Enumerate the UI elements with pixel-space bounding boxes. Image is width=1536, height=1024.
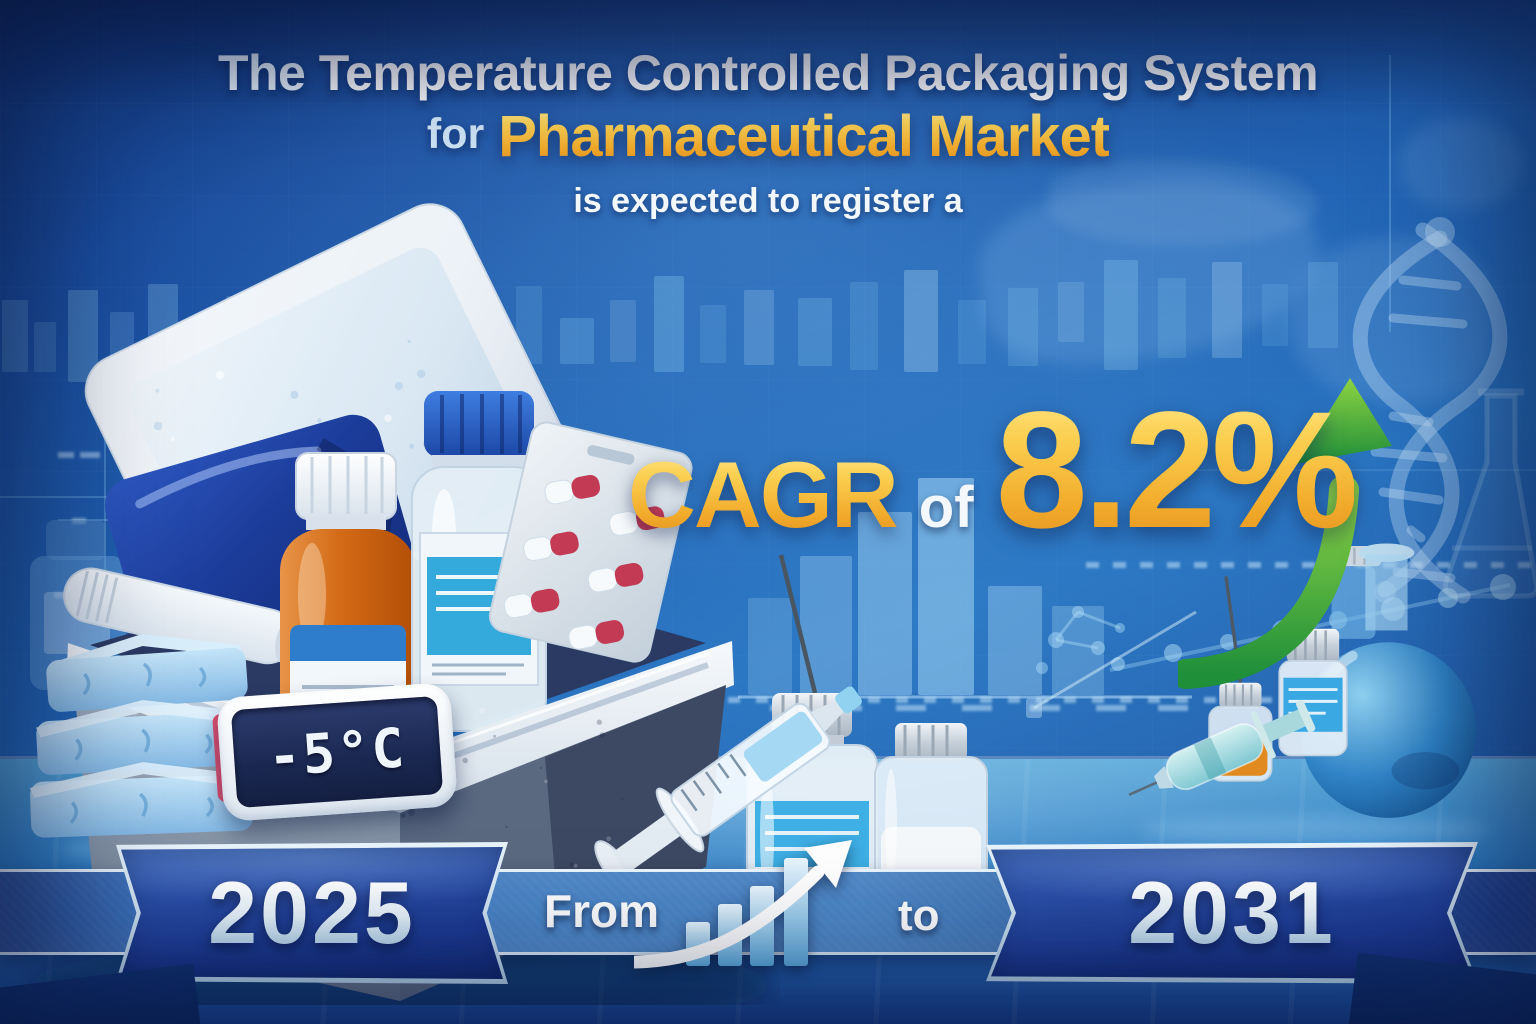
floor-reflection <box>1140 816 1490 844</box>
world-map-silhouette <box>1048 160 1318 245</box>
pill-blister-pack <box>488 421 693 663</box>
growth-arrow-icon <box>1178 378 1392 689</box>
flask-outline <box>1442 388 1536 599</box>
temperature-screen: -5°C <box>230 695 444 809</box>
ice-pack-stack <box>29 634 258 838</box>
year-ribbon-start: 2025 <box>116 842 508 984</box>
temperature-display: -5°C <box>212 681 459 823</box>
ice-pack <box>35 700 254 775</box>
world-map-silhouette <box>1288 238 1493 403</box>
needle <box>778 554 818 694</box>
teal-syringe <box>1128 700 1316 796</box>
temperature-value: -5°C <box>265 715 409 789</box>
cagr-label: CAGR <box>628 442 899 547</box>
poster-subtitle: is expected to register a <box>573 181 963 220</box>
growth-bars-icon <box>634 840 852 969</box>
poster-title: The Temperature Controlled Packaging Sys… <box>0 46 1536 219</box>
cagr-value: 8.2% <box>996 376 1359 566</box>
year-ribbon-start-fill <box>121 847 503 979</box>
ice-pack <box>46 634 248 712</box>
end-year: 2031 <box>1128 863 1336 962</box>
syringe-illustration <box>594 686 862 893</box>
to-label: to <box>898 891 940 940</box>
ice-pack <box>29 762 258 838</box>
title-lead: The <box>217 45 306 101</box>
cagr-statement: CAGR of 8.2% <box>628 376 1359 566</box>
world-map-silhouette <box>1398 118 1523 210</box>
title-connector: for <box>426 110 485 158</box>
title-highlight: Pharmaceutical Market <box>498 104 1110 169</box>
title-main: Temperature Controlled Packaging System <box>318 45 1319 101</box>
start-year: 2025 <box>208 863 416 962</box>
from-label: From <box>544 885 659 937</box>
cagr-connector: of <box>918 475 974 540</box>
right-lab-group <box>1128 543 1476 818</box>
